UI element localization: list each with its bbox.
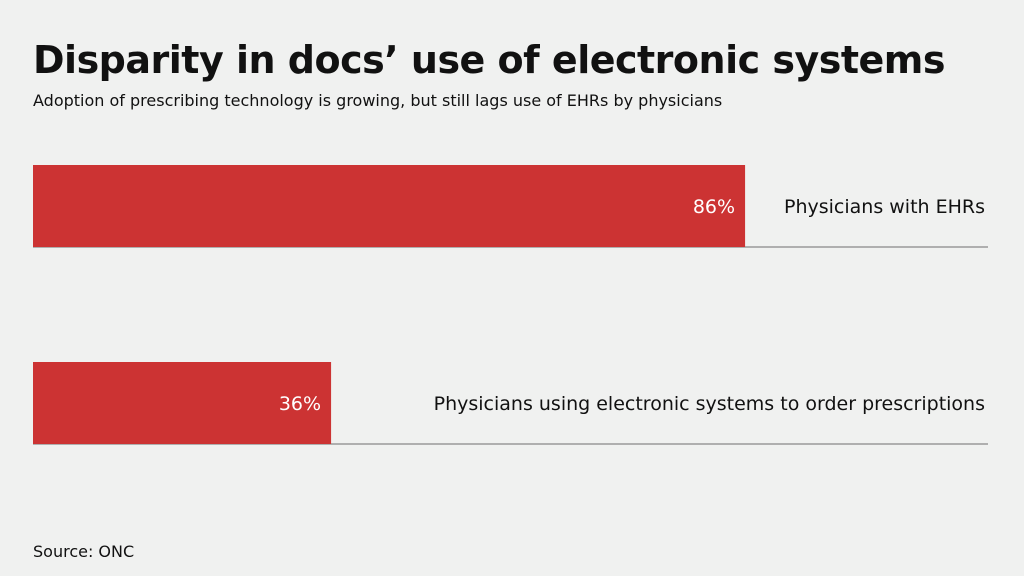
source-note: Source: ONC [33, 542, 135, 561]
value-label: 36% [279, 393, 321, 415]
value-label: 86% [693, 196, 735, 218]
category-label: Physicians using electronic systems to o… [434, 393, 985, 415]
bar [33, 362, 332, 444]
category-label: Physicians with EHRs [784, 196, 985, 218]
chart-subtitle: Adoption of prescribing technology is gr… [33, 91, 723, 110]
bar [33, 165, 746, 247]
chart-title: Disparity in docs’ use of electronic sys… [33, 38, 946, 82]
